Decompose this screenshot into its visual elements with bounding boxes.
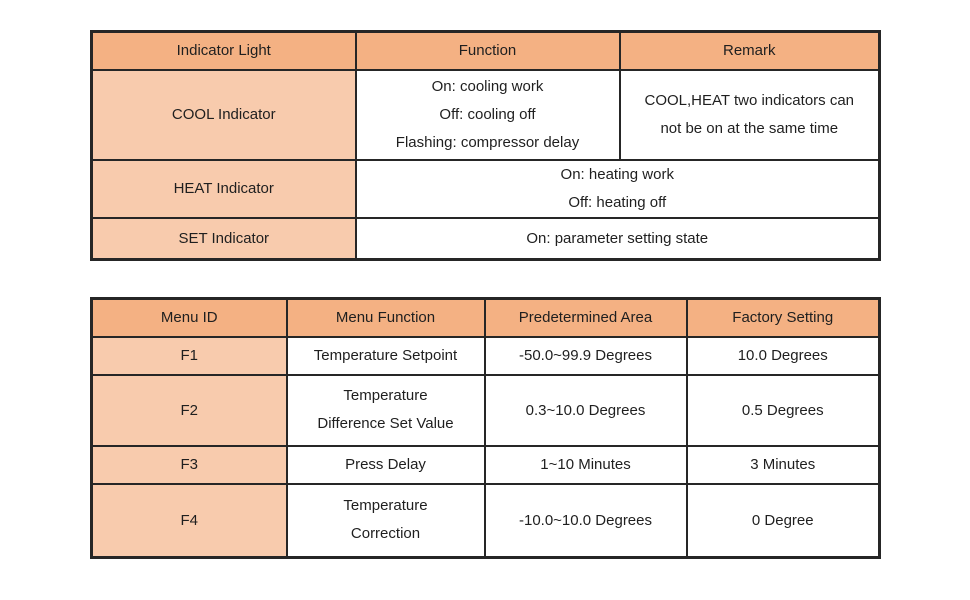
f4-function-line-2: Correction <box>350 525 421 543</box>
cell-f4-id: F4 <box>90 482 288 559</box>
cell-cool-indicator: COOL Indicator <box>90 68 357 161</box>
f4-function-line-1: Temperature <box>343 497 428 515</box>
cell-cool-function: On: cooling work Off: cooling off Flashi… <box>354 68 621 161</box>
cool-remark-line-2: not be on at the same time <box>660 119 839 137</box>
cell-f1-function: Temperature Setpoint <box>285 335 486 376</box>
menu-parameter-table: Menu ID Menu Function Predetermined Area… <box>90 297 881 559</box>
table-row-cool: COOL Indicator On: cooling work Off: coo… <box>90 68 881 161</box>
menu-table-header-row: Menu ID Menu Function Predetermined Area… <box>90 297 881 338</box>
cell-f1-area: -50.0~99.9 Degrees <box>483 335 688 376</box>
cell-f2-area: 0.3~10.0 Degrees <box>483 373 688 447</box>
header-cell-menu-id: Menu ID <box>90 297 288 338</box>
cell-f1-id: F1 <box>90 335 288 376</box>
table-row-f3: F3 Press Delay 1~10 Minutes 3 Minutes <box>90 444 881 485</box>
cool-function-line-1: On: cooling work <box>431 77 544 95</box>
indicator-table-header-row: Indicator Light Function Remark <box>90 30 881 71</box>
header-cell-factory-setting: Factory Setting <box>685 297 881 338</box>
cell-cool-remark: COOL,HEAT two indicators can not be on a… <box>618 68 881 161</box>
table-row-f1: F1 Temperature Setpoint -50.0~99.9 Degre… <box>90 335 881 376</box>
cell-f4-function: Temperature Correction <box>285 482 486 559</box>
header-cell-function: Function <box>354 30 621 71</box>
heat-function-line-2: Off: heating off <box>568 193 667 211</box>
heat-function-line-1: On: heating work <box>560 165 674 183</box>
cell-f4-factory: 0 Degree <box>685 482 881 559</box>
header-cell-remark: Remark <box>618 30 881 71</box>
indicator-light-table: Indicator Light Function Remark COOL Ind… <box>90 30 881 261</box>
f2-function-line-1: Temperature <box>343 387 428 404</box>
cell-set-function: On: parameter setting state <box>354 216 881 261</box>
cell-f4-area: -10.0~10.0 Degrees <box>483 482 688 559</box>
table-row-heat: HEAT Indicator On: heating work Off: hea… <box>90 158 881 219</box>
header-cell-menu-function: Menu Function <box>285 297 486 338</box>
cell-heat-indicator: HEAT Indicator <box>90 158 357 219</box>
cell-f3-factory: 3 Minutes <box>685 444 881 485</box>
f2-function-line-2: Difference Set Value <box>317 415 454 432</box>
header-cell-indicator-light: Indicator Light <box>90 30 357 71</box>
cell-f3-area: 1~10 Minutes <box>483 444 688 485</box>
cell-f1-factory: 10.0 Degrees <box>685 335 881 376</box>
header-cell-predetermined-area: Predetermined Area <box>483 297 688 338</box>
cool-function-line-2: Off: cooling off <box>439 105 536 123</box>
cool-remark-line-1: COOL,HEAT two indicators can <box>644 91 855 109</box>
cell-f2-factory: 0.5 Degrees <box>685 373 881 447</box>
cool-function-line-3: Flashing: compressor delay <box>395 133 580 151</box>
cell-heat-function: On: heating work Off: heating off <box>354 158 881 219</box>
cell-f2-id: F2 <box>90 373 288 447</box>
cell-f3-function: Press Delay <box>285 444 486 485</box>
cell-f2-function: Temperature Difference Set Value <box>285 373 486 447</box>
table-row-f2: F2 Temperature Difference Set Value 0.3~… <box>90 373 881 447</box>
cell-f3-id: F3 <box>90 444 288 485</box>
cell-set-indicator: SET Indicator <box>90 216 357 261</box>
table-row-set: SET Indicator On: parameter setting stat… <box>90 216 881 261</box>
table-row-f4: F4 Temperature Correction -10.0~10.0 Deg… <box>90 482 881 559</box>
